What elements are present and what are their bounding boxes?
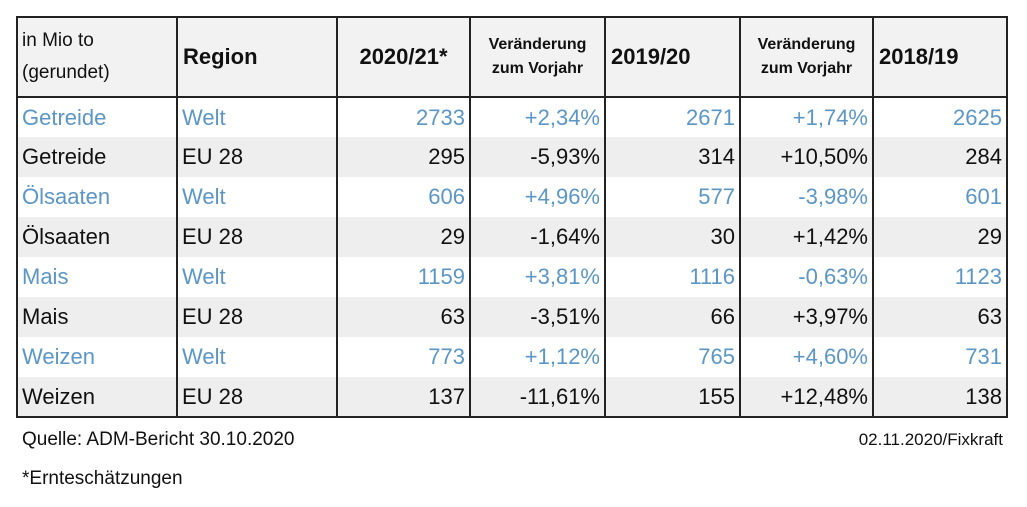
region-header: Region: [177, 17, 338, 98]
change-1-header: Veränderung zum Vorjahr: [470, 17, 606, 98]
region-cell: Welt: [177, 177, 338, 217]
date-credit: 02.11.2020/Fixkraft: [858, 430, 1003, 449]
value-2019-20: 314: [605, 137, 741, 177]
table-row: Getreide Welt 2733 +2,34% 2671 +1,74% 26…: [17, 97, 1008, 137]
change-2-cell: +1,74%: [740, 97, 874, 137]
change-2-cell: +1,42%: [740, 217, 874, 257]
region-cell: EU 28: [177, 377, 338, 417]
value-2019-20: 2671: [605, 97, 741, 137]
product-cell: Getreide: [17, 97, 178, 137]
region-cell: EU 28: [177, 217, 338, 257]
value-2018-19: 284: [873, 137, 1008, 177]
product-cell: Getreide: [17, 137, 178, 177]
change-1-cell: -1,64%: [470, 217, 606, 257]
unit-line-1: in Mio to: [22, 30, 94, 51]
value-2018-19: 601: [873, 177, 1008, 217]
product-cell: Mais: [17, 297, 178, 337]
change-1-cell: -11,61%: [470, 377, 606, 417]
change-1-cell: +2,34%: [470, 97, 606, 137]
value-2018-19: 29: [873, 217, 1008, 257]
product-cell: Ölsaaten: [17, 217, 178, 257]
product-cell: Ölsaaten: [17, 177, 178, 217]
source-note: Quelle: ADM-Bericht 30.10.2020: [22, 429, 295, 450]
harvest-table: in Mio to (gerundet) Region 2020/21* Ver…: [16, 16, 1008, 418]
value-2020-21: 137: [337, 377, 471, 417]
change-2-cell: -3,98%: [740, 177, 874, 217]
unit-line-2: (gerundet): [22, 62, 110, 83]
change-1-cell: -3,51%: [470, 297, 606, 337]
change-2-cell: +10,50%: [740, 137, 874, 177]
product-cell: Weizen: [17, 337, 178, 377]
table-row: Mais Welt 1159 +3,81% 1116 -0,63% 1123: [17, 257, 1008, 297]
year-2018-19-header: 2018/19: [873, 17, 1008, 98]
value-2019-20: 577: [605, 177, 741, 217]
value-2019-20: 765: [605, 337, 741, 377]
header-row: in Mio to (gerundet) Region 2020/21* Ver…: [17, 17, 1008, 98]
year-2019-20-header: 2019/20: [605, 17, 741, 98]
table-row: Weizen Welt 773 +1,12% 765 +4,60% 731: [17, 337, 1008, 377]
change-2-line-1: Veränderung: [757, 36, 856, 53]
table-row: Ölsaaten EU 28 29 -1,64% 30 +1,42% 29: [17, 217, 1008, 257]
value-2019-20: 1116: [605, 257, 741, 297]
region-cell: Welt: [177, 97, 338, 137]
change-1-cell: +4,96%: [470, 177, 606, 217]
change-1-line-2: zum Vorjahr: [491, 60, 584, 77]
change-1-cell: -5,93%: [470, 137, 606, 177]
table-row: Ölsaaten Welt 606 +4,96% 577 -3,98% 601: [17, 177, 1008, 217]
table-row: Getreide EU 28 295 -5,93% 314 +10,50% 28…: [17, 137, 1008, 177]
change-1-cell: +3,81%: [470, 257, 606, 297]
value-2019-20: 30: [605, 217, 741, 257]
product-cell: Weizen: [17, 377, 178, 417]
change-2-line-2: zum Vorjahr: [760, 60, 853, 77]
change-2-cell: +12,48%: [740, 377, 874, 417]
region-cell: Welt: [177, 257, 338, 297]
value-2018-19: 138: [873, 377, 1008, 417]
value-2020-21: 29: [337, 217, 471, 257]
change-1-line-1: Veränderung: [488, 36, 587, 53]
change-2-cell: +4,60%: [740, 337, 874, 377]
year-2020-21-header: 2020/21*: [337, 17, 471, 98]
change-2-cell: +3,97%: [740, 297, 874, 337]
table-row: Weizen EU 28 137 -11,61% 155 +12,48% 138: [17, 377, 1008, 417]
value-2020-21: 773: [337, 337, 471, 377]
value-2018-19: 2625: [873, 97, 1008, 137]
region-cell: EU 28: [177, 297, 338, 337]
value-2020-21: 606: [337, 177, 471, 217]
value-2019-20: 66: [605, 297, 741, 337]
region-cell: EU 28: [177, 137, 338, 177]
footnote: *Ernteschätzungen: [22, 468, 183, 489]
value-2018-19: 1123: [873, 257, 1008, 297]
unit-header: in Mio to (gerundet): [17, 17, 178, 98]
value-2020-21: 295: [337, 137, 471, 177]
change-2-cell: -0,63%: [740, 257, 874, 297]
product-cell: Mais: [17, 257, 178, 297]
value-2019-20: 155: [605, 377, 741, 417]
change-1-cell: +1,12%: [470, 337, 606, 377]
value-2020-21: 2733: [337, 97, 471, 137]
region-cell: Welt: [177, 337, 338, 377]
value-2020-21: 63: [337, 297, 471, 337]
value-2018-19: 63: [873, 297, 1008, 337]
table-row: Mais EU 28 63 -3,51% 66 +3,97% 63: [17, 297, 1008, 337]
value-2020-21: 1159: [337, 257, 471, 297]
change-2-header: Veränderung zum Vorjahr: [740, 17, 874, 98]
value-2018-19: 731: [873, 337, 1008, 377]
